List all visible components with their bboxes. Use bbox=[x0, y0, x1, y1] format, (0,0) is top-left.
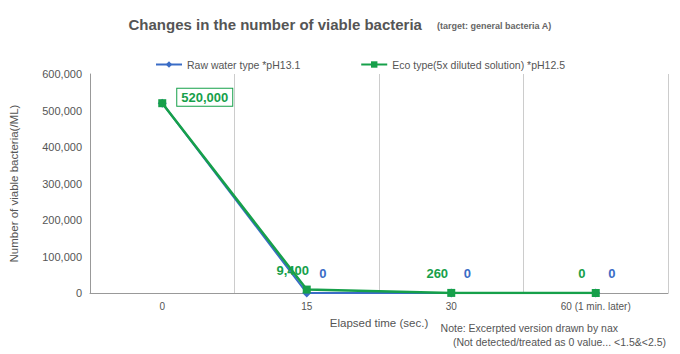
svg-text:15: 15 bbox=[301, 301, 313, 312]
svg-text:Number of viable bacteria(/ML): Number of viable bacteria(/ML) bbox=[8, 104, 20, 262]
svg-text:Changes in the number of viabl: Changes in the number of viable bacteria bbox=[129, 16, 423, 33]
svg-text:60 (1 min. later): 60 (1 min. later) bbox=[561, 301, 631, 312]
svg-text:0: 0 bbox=[464, 266, 471, 281]
svg-text:9,400: 9,400 bbox=[276, 263, 309, 278]
svg-text:520,000: 520,000 bbox=[181, 90, 228, 105]
svg-text:Eco type(5x diluted solution): Eco type(5x diluted solution) *pH12.5 bbox=[392, 59, 565, 71]
svg-text:(target: general bacteria A): (target: general bacteria A) bbox=[437, 21, 551, 31]
svg-text:260: 260 bbox=[426, 266, 448, 281]
svg-text:0: 0 bbox=[578, 266, 585, 281]
svg-text:0: 0 bbox=[76, 287, 82, 299]
svg-text:200,000: 200,000 bbox=[42, 214, 82, 226]
svg-text:30: 30 bbox=[446, 301, 458, 312]
svg-text:400,000: 400,000 bbox=[42, 141, 82, 153]
svg-text:600,000: 600,000 bbox=[42, 68, 82, 80]
svg-text:100,000: 100,000 bbox=[42, 251, 82, 263]
svg-text:Note: Excerpted version drawn: Note: Excerpted version drawn by nax bbox=[441, 322, 619, 334]
svg-text:0: 0 bbox=[608, 266, 615, 281]
svg-text:500,000: 500,000 bbox=[42, 105, 82, 117]
svg-text:0: 0 bbox=[319, 266, 326, 281]
svg-text:Elapsed time (sec.): Elapsed time (sec.) bbox=[330, 317, 429, 329]
svg-text:0: 0 bbox=[159, 301, 165, 312]
svg-text:(Not detected/treated as 0 val: (Not detected/treated as 0 value... <1.5… bbox=[453, 336, 666, 348]
svg-text:Raw water type *pH13.1: Raw water type *pH13.1 bbox=[187, 59, 300, 71]
svg-text:300,000: 300,000 bbox=[42, 178, 82, 190]
